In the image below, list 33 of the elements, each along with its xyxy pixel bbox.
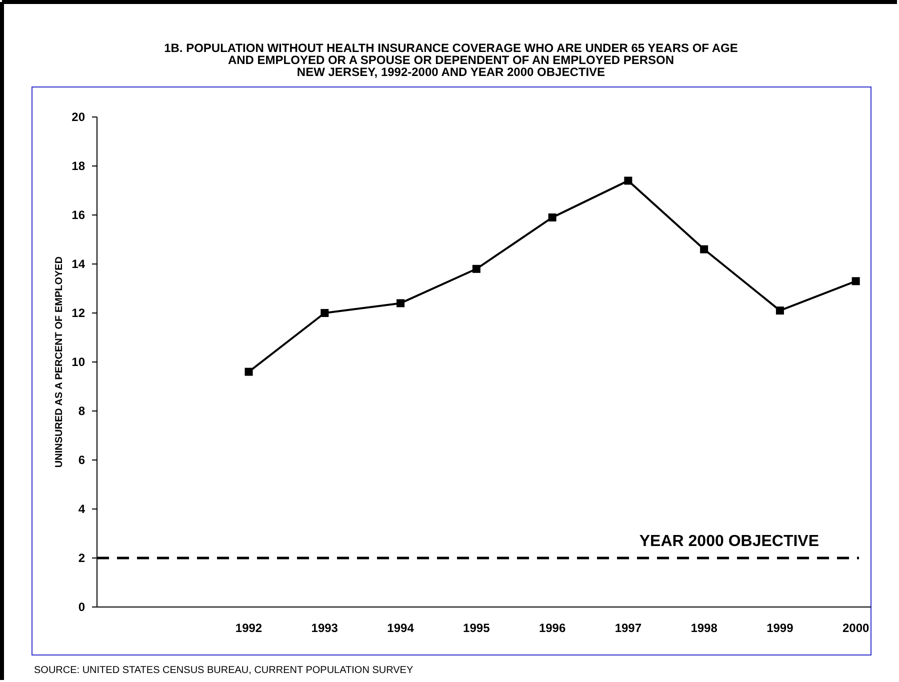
x-tick-label: 1994 xyxy=(387,621,414,635)
y-tick-label: 4 xyxy=(78,502,86,516)
point xyxy=(624,176,632,185)
y-tick-label: 8 xyxy=(78,404,86,418)
chart-title: 1B. POPULATION WITHOUT HEALTH INSURANCE COVERAGE WHO ARE UNDER 65 YEARS OF AGE AND EMPLOYED OR A SPOUSE OR DEPENDENT OF AN EMPLOYED PERSON NEW JERSEY, 1992-2000 AND YEAR 2000 OBJECTIVE xyxy=(164,41,738,79)
point xyxy=(700,245,708,254)
y-axis-title: UNINSURED AS A PERCENT OF EMPLOYED xyxy=(54,256,65,468)
x-tick-label: 1995 xyxy=(463,621,490,635)
point xyxy=(244,368,253,376)
y-tick-label: 20 xyxy=(72,110,86,124)
y-tick-label: 6 xyxy=(78,453,86,467)
y-tick-label: 0 xyxy=(78,600,86,614)
x-tick-label: 1998 xyxy=(690,621,718,635)
y-tick-label: 2 xyxy=(78,551,86,565)
y-tick-label: 18 xyxy=(72,159,86,173)
x-tick-label: 1993 xyxy=(311,621,338,635)
ref-line-label: YEAR 2000 OBJECTIVE xyxy=(639,533,820,550)
point xyxy=(320,309,329,317)
point xyxy=(396,299,405,308)
point xyxy=(776,306,784,315)
x-tick-label: 1996 xyxy=(538,621,566,635)
y-tick-label: 10 xyxy=(72,355,86,369)
x-tick-label: 1997 xyxy=(614,621,642,635)
x-tick-label: 2000 xyxy=(842,621,870,635)
point xyxy=(548,213,556,222)
x-tick-label: 1999 xyxy=(766,621,794,635)
point xyxy=(472,264,480,273)
y-tick-label: 16 xyxy=(72,208,86,222)
point xyxy=(852,277,860,286)
y-tick-label: 14 xyxy=(72,257,86,271)
x-tick-label: 1992 xyxy=(235,621,262,635)
y-tick-label: 12 xyxy=(72,306,86,320)
source-note: SOURCE: UNITED STATES CENSUS BUREAU, CURRENT POPULATION SURVEY xyxy=(34,665,414,676)
